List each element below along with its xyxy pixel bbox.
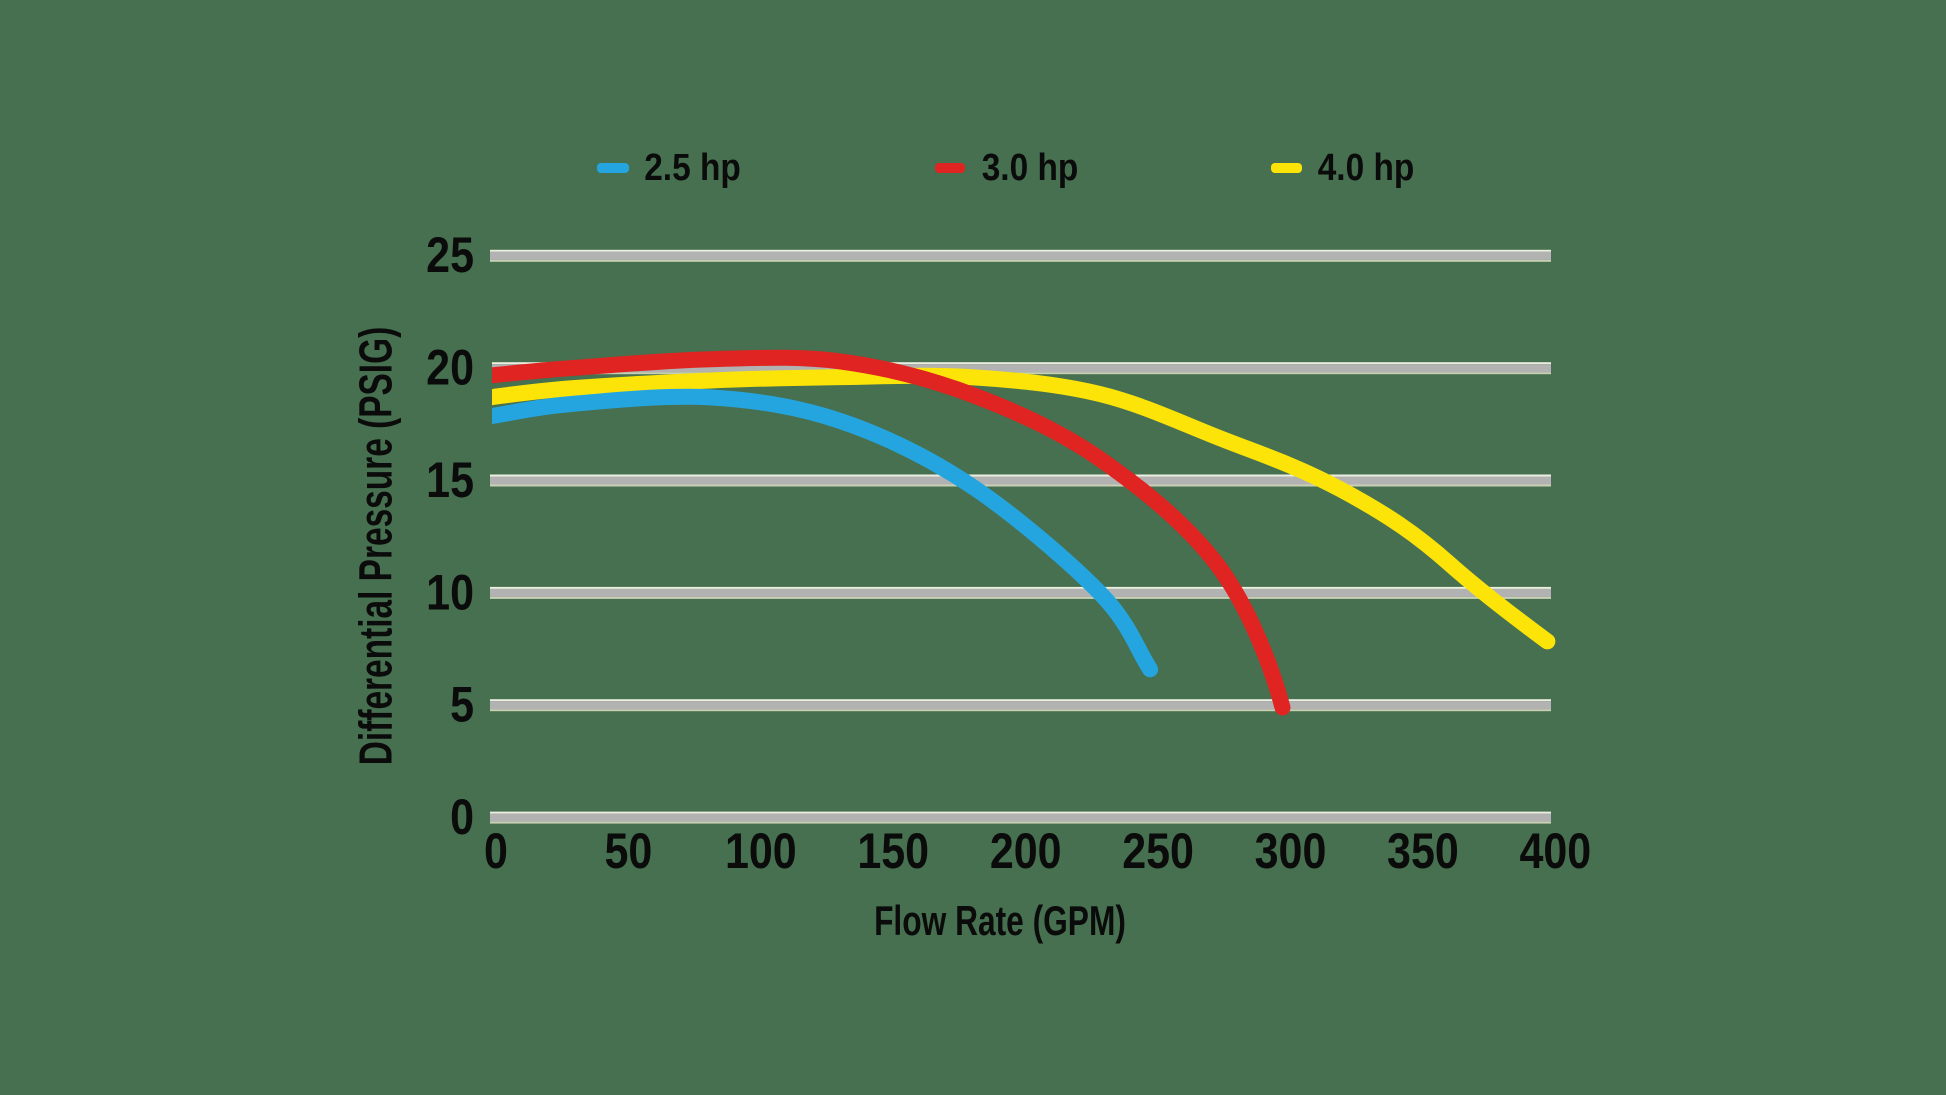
svg-text:Differential Pressure (PSIG): Differential Pressure (PSIG) <box>350 327 401 765</box>
svg-text:200: 200 <box>990 823 1062 879</box>
svg-text:15: 15 <box>426 452 474 508</box>
svg-text:Flow Rate (GPM): Flow Rate (GPM) <box>874 897 1126 944</box>
svg-text:150: 150 <box>857 823 929 879</box>
svg-text:300: 300 <box>1255 823 1327 879</box>
svg-text:400: 400 <box>1519 823 1591 879</box>
svg-text:25: 25 <box>426 227 474 283</box>
svg-text:0: 0 <box>484 823 508 879</box>
svg-text:250: 250 <box>1122 823 1194 879</box>
svg-text:50: 50 <box>604 823 652 879</box>
svg-text:0: 0 <box>450 789 474 845</box>
svg-text:350: 350 <box>1387 823 1459 879</box>
svg-text:3.0 hp: 3.0 hp <box>982 146 1079 188</box>
svg-text:4.0 hp: 4.0 hp <box>1318 146 1415 188</box>
svg-text:100: 100 <box>725 823 797 879</box>
svg-text:5: 5 <box>450 677 474 733</box>
svg-text:10: 10 <box>426 564 474 620</box>
svg-text:2.5 hp: 2.5 hp <box>644 146 741 188</box>
svg-text:20: 20 <box>426 340 474 396</box>
